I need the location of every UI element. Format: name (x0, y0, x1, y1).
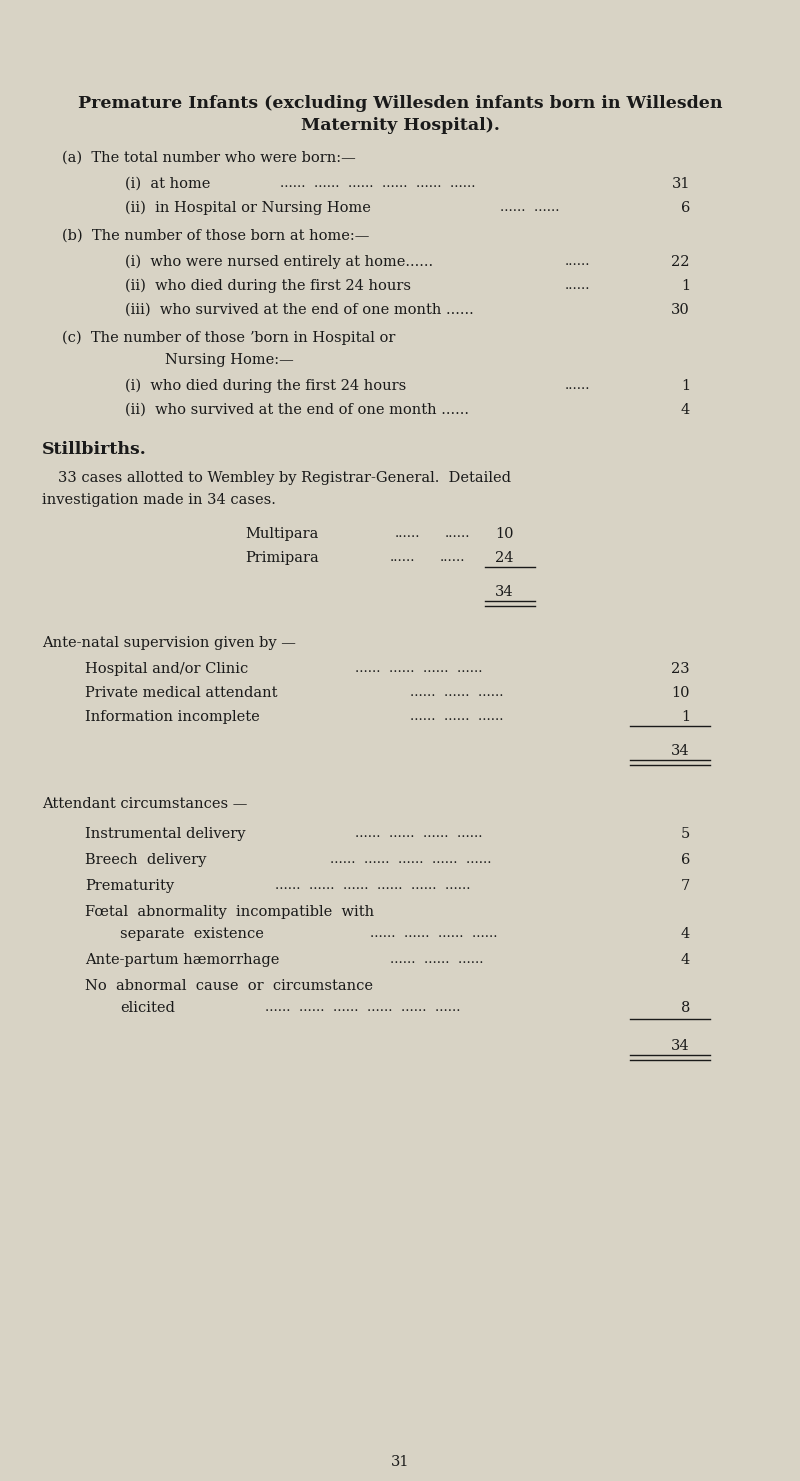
Text: 7: 7 (681, 880, 690, 893)
Text: investigation made in 34 cases.: investigation made in 34 cases. (42, 493, 276, 507)
Text: (ii)  in Hospital or Nursing Home: (ii) in Hospital or Nursing Home (125, 201, 371, 215)
Text: 33 cases allotted to Wembley by Registrar-General.  Detailed: 33 cases allotted to Wembley by Registra… (58, 471, 511, 484)
Text: ......  ......  ......: ...... ...... ...... (410, 709, 503, 723)
Text: Nursing Home:—: Nursing Home:— (165, 352, 294, 367)
Text: ......  ......  ......  ......  ......  ......: ...... ...... ...... ...... ...... .....… (265, 1001, 461, 1014)
Text: Prematurity: Prematurity (85, 880, 174, 893)
Text: ......: ...... (445, 527, 470, 541)
Text: 34: 34 (495, 585, 514, 598)
Text: (i)  who were nursed entirely at home......: (i) who were nursed entirely at home....… (125, 255, 433, 270)
Text: ......  ......: ...... ...... (500, 201, 559, 213)
Text: 24: 24 (495, 551, 514, 564)
Text: (a)  The total number who were born:—: (a) The total number who were born:— (62, 151, 356, 164)
Text: 10: 10 (671, 686, 690, 701)
Text: 30: 30 (671, 304, 690, 317)
Text: Premature Infants (excluding Willesden infants born in Willesden: Premature Infants (excluding Willesden i… (78, 95, 722, 113)
Text: ......  ......  ......: ...... ...... ...... (390, 952, 483, 966)
Text: 34: 34 (671, 1040, 690, 1053)
Text: Fœtal  abnormality  incompatible  with: Fœtal abnormality incompatible with (85, 905, 374, 920)
Text: 31: 31 (390, 1454, 410, 1469)
Text: ......  ......  ......  ......: ...... ...... ...... ...... (370, 927, 498, 940)
Text: ......  ......  ......  ......  ......  ......: ...... ...... ...... ...... ...... .....… (280, 178, 475, 190)
Text: 23: 23 (671, 662, 690, 675)
Text: 22: 22 (671, 255, 690, 270)
Text: 1: 1 (681, 379, 690, 392)
Text: Maternity Hospital).: Maternity Hospital). (301, 117, 499, 133)
Text: separate  existence: separate existence (120, 927, 264, 940)
Text: Primipara: Primipara (245, 551, 318, 564)
Text: ......: ...... (395, 527, 421, 541)
Text: 34: 34 (671, 743, 690, 758)
Text: (c)  The number of those ʼborn in Hospital or: (c) The number of those ʼborn in Hospita… (62, 330, 395, 345)
Text: ......: ...... (440, 551, 466, 564)
Text: 10: 10 (495, 527, 514, 541)
Text: 8: 8 (681, 1001, 690, 1014)
Text: ......  ......  ......  ......: ...... ...... ...... ...... (355, 662, 482, 675)
Text: ......: ...... (390, 551, 415, 564)
Text: Ante-natal supervision given by —: Ante-natal supervision given by — (42, 635, 296, 650)
Text: 4: 4 (681, 952, 690, 967)
Text: 31: 31 (671, 178, 690, 191)
Text: Private medical attendant: Private medical attendant (85, 686, 278, 701)
Text: Ante-partum hæmorrhage: Ante-partum hæmorrhage (85, 952, 279, 967)
Text: 6: 6 (681, 201, 690, 215)
Text: 1: 1 (681, 709, 690, 724)
Text: ......  ......  ......  ......  ......: ...... ...... ...... ...... ...... (330, 853, 491, 866)
Text: (i)  at home: (i) at home (125, 178, 210, 191)
Text: Stillbirths.: Stillbirths. (42, 441, 146, 458)
Text: Breech  delivery: Breech delivery (85, 853, 206, 866)
Text: No  abnormal  cause  or  circumstance: No abnormal cause or circumstance (85, 979, 373, 992)
Text: 5: 5 (681, 826, 690, 841)
Text: ......: ...... (565, 278, 590, 292)
Text: Multipara: Multipara (245, 527, 318, 541)
Text: elicited: elicited (120, 1001, 175, 1014)
Text: ......: ...... (565, 379, 590, 392)
Text: ......: ...... (565, 255, 590, 268)
Text: Instrumental delivery: Instrumental delivery (85, 826, 246, 841)
Text: 6: 6 (681, 853, 690, 866)
Text: 1: 1 (681, 278, 690, 293)
Text: (ii)  who died during the first 24 hours: (ii) who died during the first 24 hours (125, 278, 411, 293)
Text: (ii)  who survived at the end of one month ......: (ii) who survived at the end of one mont… (125, 403, 469, 418)
Text: (b)  The number of those born at home:—: (b) The number of those born at home:— (62, 230, 370, 243)
Text: ......  ......  ......: ...... ...... ...... (410, 686, 503, 699)
Text: (i)  who died during the first 24 hours: (i) who died during the first 24 hours (125, 379, 406, 394)
Text: ......  ......  ......  ......  ......  ......: ...... ...... ...... ...... ...... .....… (275, 880, 470, 892)
Text: Hospital and/or Clinic: Hospital and/or Clinic (85, 662, 248, 675)
Text: Attendant circumstances —: Attendant circumstances — (42, 797, 247, 812)
Text: 4: 4 (681, 927, 690, 940)
Text: Information incomplete: Information incomplete (85, 709, 260, 724)
Text: (iii)  who survived at the end of one month ......: (iii) who survived at the end of one mon… (125, 304, 474, 317)
Text: ......  ......  ......  ......: ...... ...... ...... ...... (355, 826, 482, 840)
Text: 4: 4 (681, 403, 690, 418)
